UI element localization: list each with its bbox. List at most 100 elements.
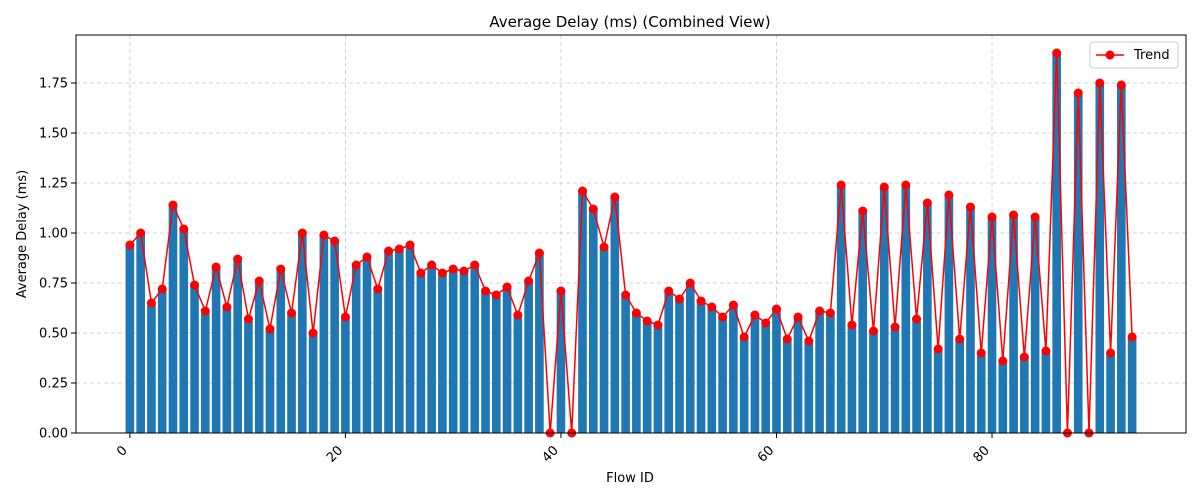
- bar: [470, 265, 480, 433]
- trend-point: [879, 182, 889, 192]
- bar: [599, 247, 609, 433]
- trend-point: [578, 186, 588, 196]
- trend-point: [287, 308, 297, 318]
- trend-point: [254, 276, 264, 286]
- trend-point: [998, 356, 1008, 366]
- bar: [1117, 85, 1126, 433]
- trend-point: [912, 314, 922, 324]
- ticks-layer: 0.00 0.25 0.50 0.75 1.00 1.25 1.50 1.75 0 20 40 60 8…: [39, 77, 993, 466]
- bar: [405, 245, 415, 433]
- bar: [330, 241, 339, 433]
- y-tick-label: 1.00: [39, 227, 68, 242]
- trend-point: [384, 246, 394, 256]
- trend-point: [621, 290, 631, 300]
- trend-point: [1041, 346, 1051, 356]
- bar: [610, 197, 620, 433]
- y-tick-label: 0.25: [39, 377, 68, 392]
- trend-point: [1095, 78, 1105, 88]
- bar: [955, 339, 964, 433]
- trend-point: [513, 310, 523, 320]
- bar: [675, 299, 684, 433]
- legend: Trend: [1089, 41, 1179, 69]
- bar: [287, 313, 296, 433]
- trend-point: [524, 276, 534, 286]
- trend-point: [901, 180, 911, 190]
- bar: [815, 311, 824, 433]
- trend-point: [868, 326, 878, 336]
- x-tick-label: 40: [539, 443, 561, 465]
- legend-label-trend: Trend: [1133, 48, 1170, 63]
- trend-point: [653, 320, 663, 330]
- trend-point: [1106, 348, 1116, 358]
- trend-line-layer: [125, 48, 1137, 438]
- trend-point: [157, 284, 167, 294]
- trend-point: [825, 308, 835, 318]
- trend-point: [944, 190, 954, 200]
- trend-point: [265, 324, 275, 334]
- trend-point: [976, 348, 986, 358]
- bar: [621, 295, 630, 433]
- trend-point: [955, 334, 965, 344]
- bar: [879, 187, 889, 433]
- trend-point: [739, 332, 749, 342]
- trend-point: [136, 228, 146, 238]
- trend-point: [470, 260, 480, 270]
- bar: [319, 235, 329, 433]
- chart-title: Average Delay (ms) (Combined View): [489, 13, 770, 31]
- bar: [750, 315, 760, 433]
- trend-point: [1073, 88, 1083, 98]
- trend-point: [416, 268, 426, 278]
- bar: [1127, 337, 1137, 433]
- bar: [362, 257, 372, 433]
- x-tick-label: 60: [755, 443, 777, 465]
- trend-point: [922, 198, 932, 208]
- trend-point: [243, 314, 253, 324]
- bar: [966, 207, 975, 433]
- bar: [588, 209, 598, 433]
- bar: [578, 191, 587, 433]
- bar: [308, 333, 318, 433]
- trend-point: [642, 316, 652, 326]
- trend-point: [890, 322, 900, 332]
- bar: [836, 185, 846, 433]
- trend-point: [1019, 352, 1029, 362]
- bar: [524, 281, 533, 433]
- x-tick-label: 20: [324, 443, 346, 465]
- trend-point: [179, 224, 189, 234]
- bar: [664, 291, 674, 433]
- bar: [1052, 53, 1061, 433]
- bar: [869, 331, 878, 433]
- bar: [459, 271, 469, 433]
- bar: [384, 251, 393, 433]
- trend-point: [405, 240, 415, 250]
- trend-point: [1116, 80, 1126, 90]
- bar: [923, 203, 932, 433]
- trend-point: [394, 244, 404, 254]
- trend-point: [211, 262, 221, 272]
- y-tick-label: 1.75: [39, 77, 68, 92]
- bar: [481, 291, 490, 433]
- bar: [1041, 351, 1051, 433]
- bar: [642, 321, 652, 433]
- trend-point: [750, 310, 760, 320]
- trend-point: [599, 242, 609, 252]
- bar: [772, 309, 781, 433]
- trend-point: [168, 200, 178, 210]
- trend-point: [793, 312, 803, 322]
- trend-point: [319, 230, 329, 240]
- y-tick-label: 0.00: [39, 427, 68, 442]
- trend-point: [276, 264, 286, 274]
- trend-point: [965, 202, 975, 212]
- trend-point: [222, 302, 232, 312]
- bar: [1030, 217, 1040, 433]
- trend-point: [588, 204, 598, 214]
- trend-point: [351, 260, 361, 270]
- trend-point: [491, 290, 501, 300]
- bar: [448, 269, 458, 433]
- bar: [373, 289, 383, 433]
- bar: [1009, 215, 1018, 433]
- legend-box: [1089, 41, 1179, 69]
- bar: [933, 349, 943, 433]
- bar: [696, 301, 706, 433]
- y-axis-label: Average Delay (ms): [15, 170, 30, 299]
